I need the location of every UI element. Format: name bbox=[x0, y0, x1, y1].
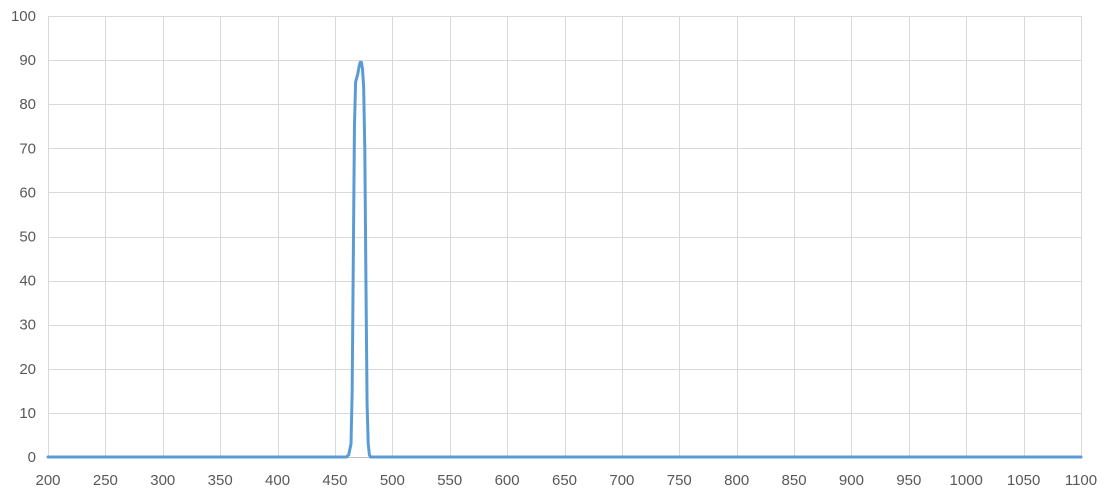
x-tick-label: 500 bbox=[380, 472, 405, 489]
x-tick-label: 800 bbox=[724, 472, 749, 489]
x-tick-label: 700 bbox=[609, 472, 634, 489]
y-axis-ticks: 0 10 20 30 40 50 60 70 80 90 100 bbox=[11, 8, 36, 466]
x-tick-label: 1100 bbox=[1065, 472, 1097, 489]
y-tick-label: 10 bbox=[19, 405, 36, 422]
x-tick-label: 600 bbox=[495, 472, 520, 489]
x-tick-label: 950 bbox=[896, 472, 921, 489]
y-tick-label: 30 bbox=[19, 317, 36, 334]
x-tick-label: 450 bbox=[322, 472, 347, 489]
x-tick-label: 400 bbox=[265, 472, 290, 489]
series-layer bbox=[46, 60, 1083, 459]
x-tick-label: 350 bbox=[208, 472, 233, 489]
x-tick-label: 1050 bbox=[1007, 472, 1040, 489]
y-tick-label: 60 bbox=[19, 184, 36, 201]
y-tick-label: 70 bbox=[19, 140, 36, 157]
transmission-series-line bbox=[46, 60, 1083, 459]
grid bbox=[48, 16, 1082, 457]
y-tick-label: 50 bbox=[19, 229, 36, 246]
y-tick-label: 40 bbox=[19, 273, 36, 290]
x-tick-label: 300 bbox=[150, 472, 175, 489]
x-tick-label: 750 bbox=[667, 472, 692, 489]
x-tick-label: 650 bbox=[552, 472, 577, 489]
x-tick-label: 850 bbox=[782, 472, 807, 489]
x-tick-label: 200 bbox=[35, 472, 60, 489]
x-tick-label: 900 bbox=[839, 472, 864, 489]
x-tick-label: 250 bbox=[93, 472, 118, 489]
x-axis-ticks: 200 250 300 350 400 450 500 550 600 650 700 750 800 8… bbox=[35, 472, 1097, 489]
y-tick-label: 20 bbox=[19, 361, 36, 378]
x-tick-label: 550 bbox=[437, 472, 462, 489]
x-tick-label: 1000 bbox=[950, 472, 983, 489]
y-tick-label: 80 bbox=[19, 96, 36, 113]
y-tick-label: 0 bbox=[28, 449, 36, 466]
y-tick-label: 100 bbox=[11, 8, 36, 25]
y-tick-label: 90 bbox=[19, 52, 36, 69]
